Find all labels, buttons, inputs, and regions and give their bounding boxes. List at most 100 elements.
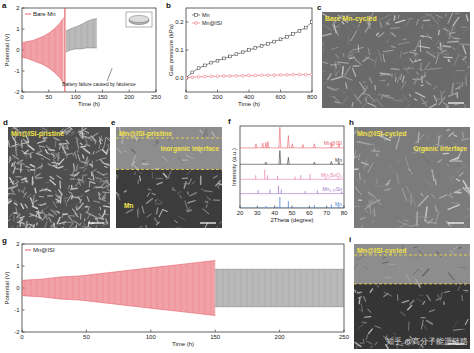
sem-grain xyxy=(383,141,390,142)
sem-grain xyxy=(456,93,458,97)
sem-grain xyxy=(404,220,408,222)
sem-grain xyxy=(448,273,454,280)
sem-grain xyxy=(448,59,449,61)
xrd-peak xyxy=(287,157,289,164)
cycle-line xyxy=(84,244,85,332)
cycle-line xyxy=(54,8,55,92)
marker xyxy=(311,73,312,76)
sem-grain xyxy=(207,197,211,200)
cycle-line xyxy=(112,244,113,332)
sem-grain xyxy=(449,32,455,34)
sem-grain xyxy=(453,321,457,327)
marker xyxy=(254,74,257,77)
sem-grain xyxy=(465,59,467,65)
sem-grain xyxy=(425,62,430,69)
sem-grain xyxy=(421,320,423,329)
sem-grain xyxy=(53,160,55,163)
sem-grain xyxy=(217,227,219,228)
sem-grain xyxy=(204,190,211,192)
sem-grain xyxy=(19,222,21,226)
sem-grain xyxy=(401,98,406,99)
cycle-line xyxy=(248,244,249,332)
cycle-line xyxy=(340,244,341,332)
marker xyxy=(273,74,276,77)
sem-grain xyxy=(453,329,461,331)
cycle-line xyxy=(227,244,228,332)
sem-grain xyxy=(56,199,59,201)
cycle-line xyxy=(145,244,146,332)
sem-grain xyxy=(375,185,386,186)
cycle-line xyxy=(49,8,50,92)
sem-grain xyxy=(421,35,424,37)
sem-grain xyxy=(410,301,414,305)
x-tick-label: 800 xyxy=(307,94,318,100)
sem-grain xyxy=(425,218,428,222)
sem-grain xyxy=(58,167,63,168)
x-tick-label: 40 xyxy=(271,210,278,216)
sem-grain xyxy=(452,271,453,273)
cycle-line xyxy=(319,244,320,332)
sem-grain xyxy=(104,166,107,168)
cycle-line xyxy=(322,244,323,332)
sem-grain xyxy=(39,146,42,152)
sem-grain xyxy=(29,155,31,158)
sem-grain xyxy=(340,92,344,94)
x-tick-label: 60 xyxy=(306,210,313,216)
sem-grain xyxy=(421,76,423,83)
cycle-line xyxy=(62,8,63,92)
cycle-line xyxy=(66,244,67,332)
sem-grain xyxy=(21,204,24,209)
sem-grain xyxy=(108,203,110,205)
sem-grain xyxy=(436,40,440,44)
sem-grain xyxy=(37,151,39,153)
trace-baseline xyxy=(240,208,344,209)
x-tick xyxy=(129,90,130,93)
sem-grain xyxy=(446,106,453,108)
cycle-line xyxy=(48,8,49,92)
sem-grain xyxy=(368,192,372,195)
x-tick xyxy=(279,330,280,333)
sem-grain xyxy=(89,228,91,229)
marker xyxy=(204,75,207,78)
sem-grain xyxy=(421,193,423,195)
sem-grain xyxy=(435,180,436,185)
sem-grain xyxy=(75,204,77,207)
x-tick-label: 400 xyxy=(244,94,255,100)
sem-grain xyxy=(63,213,67,215)
cycle-line xyxy=(164,244,165,332)
y-tick-label: 0.1 xyxy=(175,47,184,53)
chart-title: Bare Mn xyxy=(33,11,56,17)
cycle-line xyxy=(137,244,138,332)
marker xyxy=(216,59,219,62)
sem-grain xyxy=(76,138,78,140)
cycle-line xyxy=(260,244,261,332)
sem-grain xyxy=(328,87,330,89)
sem-grain xyxy=(15,148,17,156)
cycle-line xyxy=(124,244,125,332)
sem-grain xyxy=(369,329,373,333)
sem-grain xyxy=(65,130,67,133)
cycle-line xyxy=(161,244,162,332)
sem-grain xyxy=(32,225,34,228)
cycle-line xyxy=(119,244,120,332)
sem-grain xyxy=(394,100,403,102)
y-tick xyxy=(22,244,25,245)
plot-frame xyxy=(186,8,312,92)
oscillation xyxy=(215,244,343,332)
cycle-line xyxy=(74,244,75,332)
sem-grain xyxy=(140,172,142,173)
sem-grain xyxy=(16,144,22,145)
cycle-line xyxy=(64,244,65,332)
cycle-line xyxy=(94,8,95,92)
cycle-line xyxy=(263,244,264,332)
marker xyxy=(241,74,244,77)
sem-grain xyxy=(46,189,51,191)
sem-grain xyxy=(423,269,429,275)
sem-grain xyxy=(376,178,377,184)
plot-frame xyxy=(22,8,156,92)
sem-grain xyxy=(420,76,425,79)
sem-grain xyxy=(187,169,192,174)
x-axis-label: Time (h) xyxy=(172,341,194,347)
y-tick-label: -1 xyxy=(14,68,20,74)
cycle-line xyxy=(91,8,92,92)
